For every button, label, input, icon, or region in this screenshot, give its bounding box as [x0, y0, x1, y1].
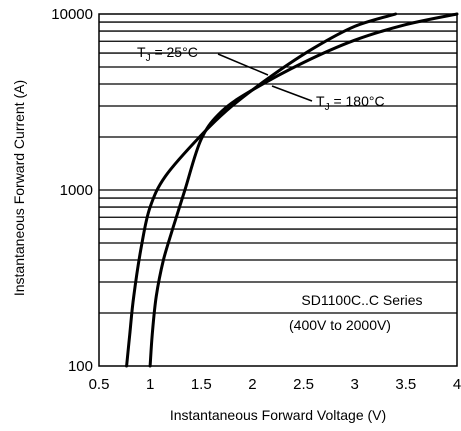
series-label-180c: TJ = 180°C: [316, 93, 385, 113]
y-tick-labels: 100 1000 10000: [51, 6, 93, 375]
y-tick-label: 1000: [60, 182, 93, 199]
series-label-180c-sub: J: [325, 102, 330, 113]
series-line-25c: [148, 12, 459, 368]
series-label-25c-sub: J: [146, 53, 151, 64]
grid-lines: [99, 21, 457, 314]
series-curves: [125, 12, 459, 368]
x-tick-label: 1: [146, 376, 154, 393]
series-label-25c-rest: = 25°C: [151, 44, 198, 60]
series-label-25c: TJ = 25°C: [137, 44, 198, 64]
y-tick-label: 100: [68, 358, 93, 375]
x-tick-label: 2: [248, 376, 256, 393]
x-tick-label: 0.5: [89, 376, 110, 393]
y-axis-title: Instantaneous Forward Current (A): [11, 80, 27, 296]
series-label-180c-main: T: [316, 93, 325, 109]
series-label-180c-rest: = 180°C: [330, 93, 385, 109]
y-tick-label: 10000: [51, 6, 93, 23]
leader-line-180c: [271, 85, 313, 102]
plot-frame: [98, 13, 458, 367]
series-line-180c: [125, 12, 398, 368]
leader-line-25c: [217, 53, 269, 76]
series-label-25c-main: T: [137, 44, 146, 60]
x-tick-labels: 0.5 1 1.5 2 2.5 3 3.5 4: [89, 376, 461, 393]
x-tick-label: 3: [351, 376, 359, 393]
series-note-line1: SD1100C..C Series: [301, 292, 422, 308]
x-tick-label: 2.5: [293, 376, 314, 393]
x-axis-title: Instantaneous Forward Voltage (V): [170, 407, 386, 423]
x-tick-label: 3.5: [395, 376, 416, 393]
x-tick-label: 1.5: [191, 376, 212, 393]
series-note-line2: (400V to 2000V): [289, 317, 391, 333]
x-tick-label: 4: [453, 376, 461, 393]
